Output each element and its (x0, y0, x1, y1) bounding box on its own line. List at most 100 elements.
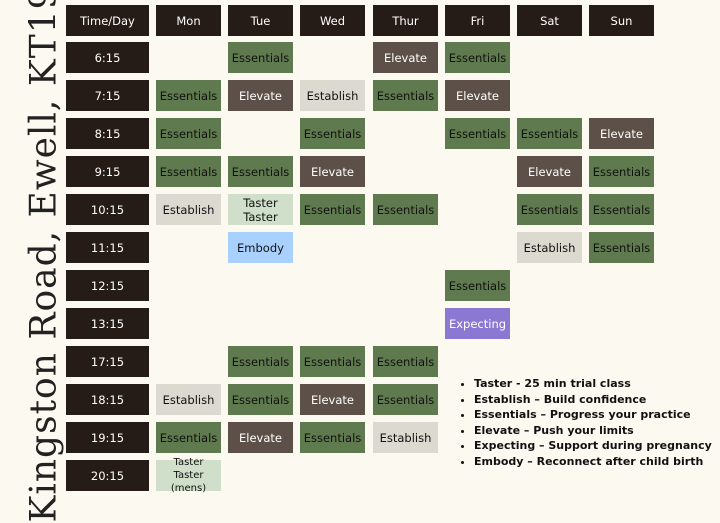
class-slot-label: Essentials (231, 392, 290, 407)
class-slot-expecting[interactable]: Expecting (445, 308, 510, 339)
header-time-day: Time/Day (66, 5, 149, 36)
class-slot-label: Essentials (448, 50, 507, 65)
class-slot-taster[interactable]: Taster Taster (228, 194, 293, 225)
class-slot-label: Elevate (311, 164, 354, 179)
header-fri: Fri (445, 5, 510, 36)
header-wed: Wed (300, 5, 365, 36)
class-legend: Taster - 25 min trial class Establish – … (458, 376, 712, 469)
location-title: Kingston Road, Ewell, KT19 (23, 0, 65, 523)
header-sun: Sun (589, 5, 654, 36)
time-slot-label: 7:15 (66, 80, 149, 111)
class-slot-essentials[interactable]: Essentials (589, 232, 654, 263)
class-slot-label: Establish (379, 430, 432, 445)
class-slot-essentials[interactable]: Essentials (445, 42, 510, 73)
class-slot-essentials[interactable]: Essentials (445, 270, 510, 301)
class-slot-elevate[interactable]: Elevate (445, 80, 510, 111)
class-slot-essentials[interactable]: Essentials (373, 194, 438, 225)
class-slot-essentials[interactable]: Essentials (228, 42, 293, 73)
class-slot-embody[interactable]: Embody (228, 232, 293, 263)
class-slot-label: Essentials (159, 430, 218, 445)
legend-item-expecting: Expecting – Support during pregnancy (474, 438, 712, 454)
class-slot-label: Essentials (303, 126, 362, 141)
class-slot-label: Essentials (303, 202, 362, 217)
class-slot-label: Taster (243, 209, 278, 224)
class-slot-elevate[interactable]: Elevate (228, 422, 293, 453)
class-slot-label: Essentials (448, 126, 507, 141)
class-slot-essentials[interactable]: Essentials (517, 194, 582, 225)
class-slot-essentials[interactable]: Essentials (300, 194, 365, 225)
class-slot-establish[interactable]: Establish (373, 422, 438, 453)
class-slot-label: Essentials (231, 50, 290, 65)
class-slot-label: Essentials (376, 392, 435, 407)
class-slot-label: Essentials (231, 164, 290, 179)
class-slot-label: Elevate (600, 126, 643, 141)
class-slot-essentials[interactable]: Essentials (589, 194, 654, 225)
time-slot-label: 20:15 (66, 460, 149, 491)
header-thur: Thur (373, 5, 438, 36)
class-slot-essentials[interactable]: Essentials (300, 118, 365, 149)
header-tue: Tue (228, 5, 293, 36)
class-slot-essentials[interactable]: Essentials (228, 346, 293, 377)
class-slot-essentials[interactable]: Essentials (373, 80, 438, 111)
class-slot-label: Elevate (384, 50, 427, 65)
class-slot-label: Essentials (376, 202, 435, 217)
class-slot-label: Taster (243, 195, 278, 210)
class-slot-establish[interactable]: Establish (300, 80, 365, 111)
class-slot-label: Essentials (303, 430, 362, 445)
class-slot-establish[interactable]: Establish (156, 384, 221, 415)
class-slot-label: Essentials (592, 164, 651, 179)
class-slot-label: Essentials (376, 88, 435, 103)
class-slot-essentials[interactable]: Essentials (589, 156, 654, 187)
class-slot-essentials[interactable]: Essentials (373, 384, 438, 415)
class-slot-essentials[interactable]: Essentials (300, 422, 365, 453)
legend-item-establish: Establish – Build confidence (474, 392, 712, 408)
class-slot-label: Expecting (448, 316, 507, 331)
class-slot-label: Embody (237, 240, 284, 255)
class-slot-label: Elevate (528, 164, 571, 179)
time-slot-label: 17:15 (66, 346, 149, 377)
class-slot-label: Essentials (159, 126, 218, 141)
time-slot-label: 12:15 (66, 270, 149, 301)
legend-item-taster: Taster - 25 min trial class (474, 376, 712, 392)
class-slot-elevate[interactable]: Elevate (300, 156, 365, 187)
class-slot-label: Elevate (311, 392, 354, 407)
header-sat: Sat (517, 5, 582, 36)
class-slot-label: Taster (mens) (170, 470, 207, 494)
class-slot-essentials[interactable]: Essentials (517, 118, 582, 149)
class-slot-elevate[interactable]: Elevate (228, 80, 293, 111)
legend-item-embody: Embody – Reconnect after child birth (474, 454, 712, 470)
time-slot-label: 13:15 (66, 308, 149, 339)
class-slot-establish[interactable]: Establish (517, 232, 582, 263)
time-slot-label: 9:15 (66, 156, 149, 187)
class-slot-taster[interactable]: Taster Taster (mens) (156, 457, 221, 494)
class-slot-establish[interactable]: Establish (156, 194, 221, 225)
class-slot-elevate[interactable]: Elevate (373, 42, 438, 73)
class-slot-label: Elevate (239, 88, 282, 103)
class-slot-label: Establish (162, 202, 215, 217)
class-slot-essentials[interactable]: Essentials (228, 384, 293, 415)
class-slot-label: Establish (523, 240, 576, 255)
time-slot-label: 19:15 (66, 422, 149, 453)
class-slot-essentials[interactable]: Essentials (156, 118, 221, 149)
class-slot-essentials[interactable]: Essentials (300, 346, 365, 377)
class-slot-label: Essentials (592, 240, 651, 255)
class-slot-elevate[interactable]: Elevate (300, 384, 365, 415)
class-slot-essentials[interactable]: Essentials (156, 156, 221, 187)
class-slot-essentials[interactable]: Essentials (228, 156, 293, 187)
class-slot-elevate[interactable]: Elevate (589, 118, 654, 149)
class-slot-label: Essentials (159, 88, 218, 103)
header-mon: Mon (156, 5, 221, 36)
class-slot-elevate[interactable]: Elevate (517, 156, 582, 187)
class-slot-essentials[interactable]: Essentials (445, 118, 510, 149)
class-slot-label: Establish (162, 392, 215, 407)
class-slot-label: Elevate (239, 430, 282, 445)
class-slot-essentials[interactable]: Essentials (156, 422, 221, 453)
legend-item-essentials: Essentials – Progress your practice (474, 407, 712, 423)
class-slot-label: Essentials (592, 202, 651, 217)
time-slot-label: 18:15 (66, 384, 149, 415)
class-slot-essentials[interactable]: Essentials (373, 346, 438, 377)
time-slot-label: 10:15 (66, 194, 149, 225)
class-slot-label: Essentials (303, 354, 362, 369)
class-slot-label: Essentials (520, 126, 579, 141)
class-slot-essentials[interactable]: Essentials (156, 80, 221, 111)
